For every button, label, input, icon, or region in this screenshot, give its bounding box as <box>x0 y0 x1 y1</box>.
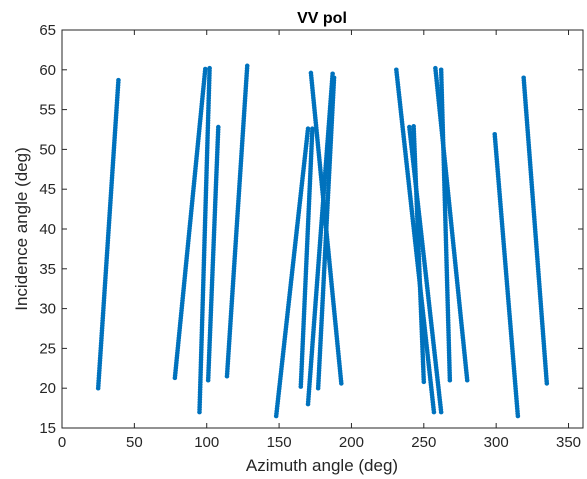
x-tick-label: 0 <box>58 434 66 451</box>
data-point-track-17 <box>544 381 550 386</box>
data-point-track-9 <box>331 75 337 81</box>
data-point-track-14 <box>464 377 470 383</box>
y-tick-label: 20 <box>39 380 56 397</box>
data-point-track-5 <box>244 63 250 69</box>
data-point-track-2 <box>202 66 208 72</box>
y-axis-ticks: 15 20 25 30 35 40 45 50 55 60 65 <box>39 22 583 437</box>
chart-title: VV pol <box>297 10 347 27</box>
y-tick-label: 35 <box>39 261 56 278</box>
x-axis-ticks: 0 50 100 150 200 250 300 350 <box>58 30 581 451</box>
data-point-track-13 <box>421 379 427 385</box>
y-tick-label: 65 <box>39 22 56 39</box>
x-tick-label: 300 <box>484 434 509 451</box>
data-point-track-15 <box>447 377 453 383</box>
y-tick-label: 30 <box>39 301 56 318</box>
y-tick-label: 40 <box>39 221 56 238</box>
y-tick-label: 50 <box>39 141 56 158</box>
y-tick-label: 25 <box>39 340 56 357</box>
data-point-track-10 <box>339 381 344 386</box>
data-points <box>95 63 550 419</box>
data-point-track-16 <box>515 413 521 419</box>
data-point-track-7 <box>310 126 315 131</box>
data-point-track-3 <box>207 65 212 71</box>
data-point-track-8 <box>330 71 335 77</box>
x-tick-label: 100 <box>194 434 219 451</box>
x-tick-label: 200 <box>339 434 364 451</box>
x-tick-label: 150 <box>267 434 292 451</box>
x-tick-label: 50 <box>126 434 143 451</box>
data-point-track-4 <box>216 124 221 130</box>
x-tick-label: 350 <box>556 434 581 451</box>
data-point-track-12 <box>438 409 444 415</box>
x-axis-label: Azimuth angle (deg) <box>246 456 398 475</box>
data-point-track-1 <box>116 77 121 83</box>
y-tick-label: 55 <box>39 102 56 119</box>
y-axis-label: Incidence angle (deg) <box>12 147 31 311</box>
data-point-track-6 <box>305 126 311 131</box>
y-tick-label: 45 <box>39 181 56 198</box>
x-tick-label: 250 <box>411 434 436 451</box>
y-tick-label: 60 <box>39 62 56 79</box>
data-point-track-11 <box>431 409 437 415</box>
y-tick-label: 15 <box>39 420 56 437</box>
